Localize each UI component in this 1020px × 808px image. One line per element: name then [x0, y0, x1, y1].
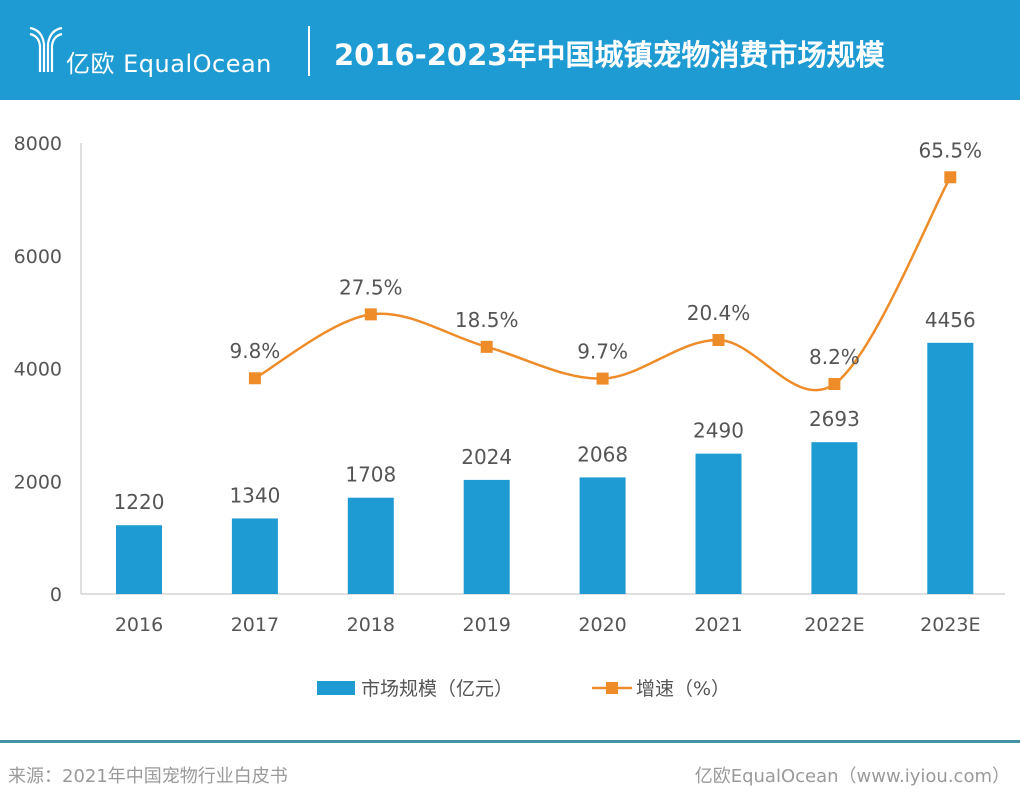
bar	[116, 525, 162, 594]
growth-marker	[944, 171, 957, 184]
growth-marker	[248, 372, 261, 385]
growth-data-label: 9.8%	[229, 339, 280, 363]
bar-data-label: 4456	[925, 308, 976, 332]
growth-data-label: 65.5%	[919, 138, 983, 162]
y-tick-label: 4000	[14, 359, 62, 381]
y-tick-label: 0	[50, 584, 62, 606]
equalocean-logo-icon	[29, 26, 63, 72]
x-tick-label: 2016	[115, 614, 163, 636]
x-tick-label: 2021	[694, 614, 742, 636]
chart: 0 2000 4000 6000 8000 2016 2017 2018 2019 2020 202…	[14, 133, 1005, 700]
y-tick-label: 2000	[14, 471, 62, 493]
header-divider	[308, 26, 310, 76]
growth-marker	[364, 308, 377, 321]
legend-line-marker	[606, 682, 618, 694]
x-tick-label: 2023E	[920, 614, 980, 636]
y-tick-label: 8000	[14, 133, 62, 155]
x-tick-label: 2019	[463, 614, 511, 636]
y-tick-label: 6000	[14, 246, 62, 268]
growth-marker	[712, 333, 725, 346]
bar-data-label: 2024	[461, 445, 512, 469]
legend-bar-swatch	[317, 681, 355, 695]
bar-data-label: 1708	[345, 463, 396, 487]
bar	[811, 442, 858, 594]
footer-divider	[0, 740, 1020, 743]
bar-data-label: 2490	[693, 419, 744, 443]
x-tick-label: 2017	[231, 614, 279, 636]
x-tick-label: 2018	[347, 614, 395, 636]
bar-data-label: 1340	[229, 483, 280, 507]
chart-title: 2016-2023年中国城镇宠物消费市场规模	[334, 38, 885, 72]
x-tick-label: 2022E	[804, 614, 864, 636]
bar	[231, 518, 278, 594]
bar	[927, 342, 974, 594]
growth-data-label: 20.4%	[687, 301, 751, 325]
growth-marker	[828, 378, 841, 391]
header-banner: 亿欧 EqualOcean 2016-2023年中国城镇宠物消费市场规模	[0, 0, 1020, 100]
legend-line-label: 增速（%）	[636, 678, 730, 700]
growth-data-label: 18.5%	[455, 308, 519, 332]
growth-data-label: 9.7%	[577, 340, 628, 364]
growth-data-label: 8.2%	[809, 345, 860, 369]
bar	[695, 453, 742, 594]
bar-data-label: 1220	[114, 490, 165, 514]
bar	[463, 479, 510, 594]
growth-marker	[480, 340, 493, 353]
source-text: 来源：2021年中国宠物行业白皮书	[8, 766, 288, 787]
growth-marker	[596, 372, 609, 385]
bar-data-label: 2068	[577, 442, 628, 466]
bar-data-label: 2693	[809, 407, 860, 431]
bar	[579, 477, 626, 594]
growth-data-label: 27.5%	[339, 275, 403, 299]
credit-text: 亿欧EqualOcean（www.iyiou.com）	[694, 766, 1010, 787]
x-tick-label: 2020	[578, 614, 626, 636]
legend-bar-label: 市场规模（亿元）	[361, 678, 513, 700]
bar	[347, 497, 394, 594]
logo-text: 亿欧 EqualOcean	[66, 50, 272, 78]
